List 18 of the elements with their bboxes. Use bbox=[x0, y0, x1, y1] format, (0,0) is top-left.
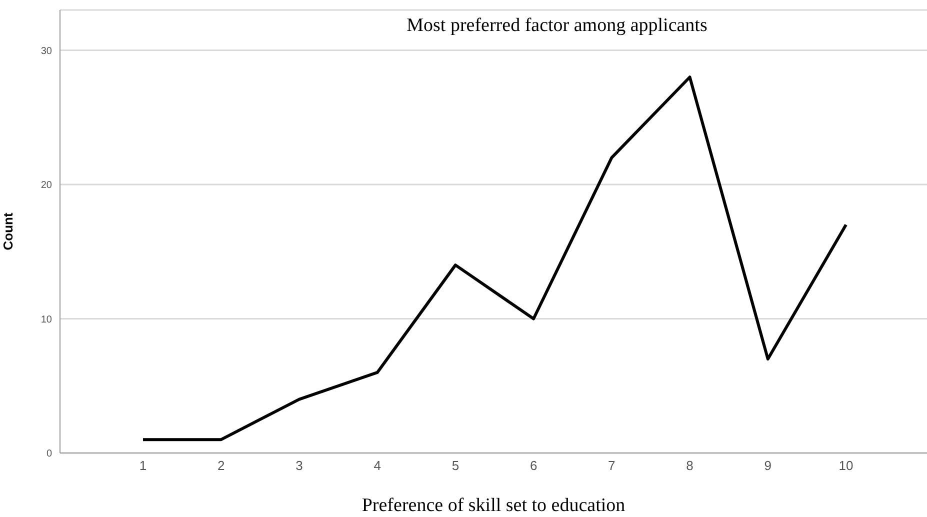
x-tick-label: 5 bbox=[452, 458, 460, 474]
x-tick-label: 8 bbox=[686, 458, 694, 474]
y-tick-label: 10 bbox=[40, 314, 52, 326]
x-tick-label: 3 bbox=[296, 458, 303, 474]
x-tick-label: 1 bbox=[139, 458, 147, 474]
line-series bbox=[142, 76, 848, 442]
x-tick-label: 4 bbox=[374, 458, 381, 474]
y-tick-label: 20 bbox=[40, 180, 52, 192]
y-tick-label: 30 bbox=[40, 46, 52, 57]
x-tick-label: 2 bbox=[217, 458, 225, 474]
x-axis-title: Preference of skill set to education bbox=[362, 495, 626, 516]
y-axis-title: Count bbox=[0, 212, 16, 250]
chart-title: Most preferred factor among applicants bbox=[406, 14, 708, 38]
x-tick-label: 7 bbox=[608, 458, 616, 474]
x-tick-label: 9 bbox=[764, 458, 772, 474]
y-tick-label: 0 bbox=[46, 448, 52, 460]
x-tick-label: 10 bbox=[838, 458, 854, 474]
x-tick-label: 6 bbox=[530, 458, 538, 474]
